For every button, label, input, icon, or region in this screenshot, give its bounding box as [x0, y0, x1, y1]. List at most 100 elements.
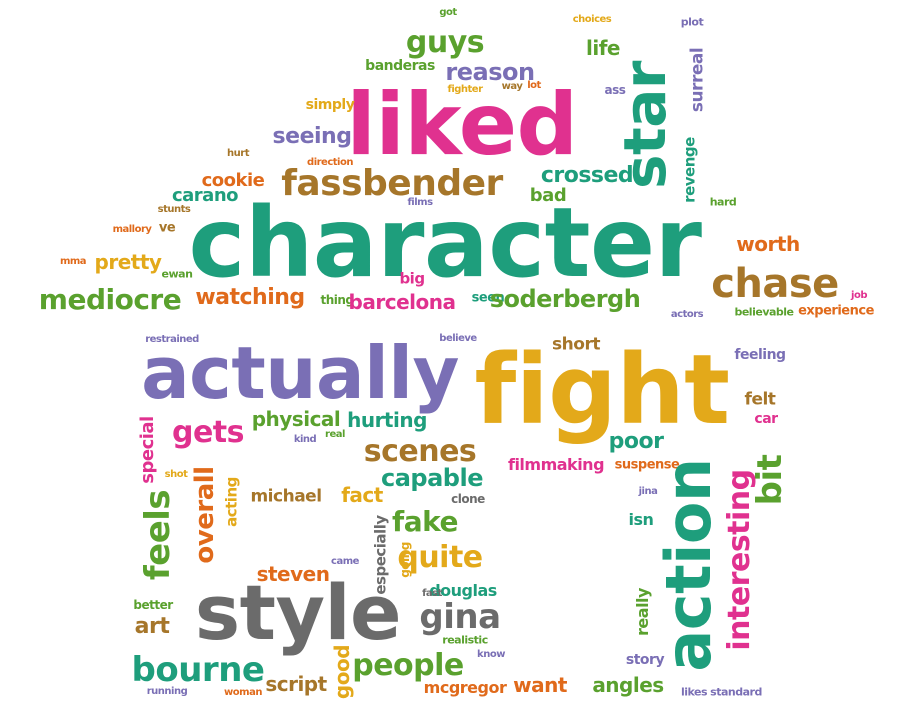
- word-better: better: [133, 598, 173, 612]
- word-stunts: stunts: [157, 204, 191, 215]
- word-surreal: surreal: [687, 47, 708, 113]
- word-quite: quite: [397, 540, 483, 575]
- word-fake: fake: [392, 505, 458, 538]
- word-action: action: [652, 458, 725, 672]
- word-art: art: [134, 614, 170, 639]
- word-guys: guys: [405, 25, 485, 60]
- word-mallory: mallory: [112, 224, 152, 235]
- word-lot: lot: [527, 80, 541, 91]
- word-hard: hard: [709, 195, 737, 209]
- word-cookie: cookie: [201, 170, 265, 191]
- word-gets: gets: [171, 415, 245, 450]
- word-feels: feels: [138, 489, 178, 581]
- word-seen: seen: [471, 290, 505, 306]
- word-crossed: crossed: [540, 163, 634, 188]
- word-mediocre: mediocre: [38, 283, 182, 316]
- word-capable: capable: [381, 464, 483, 492]
- word-fighter: fighter: [447, 84, 483, 95]
- word-carano: carano: [171, 185, 239, 206]
- word-barcelona: barcelona: [348, 290, 456, 314]
- word-physical: physical: [251, 407, 341, 431]
- word-know: know: [477, 649, 505, 660]
- word-special: special: [137, 416, 158, 484]
- word-isn: isn: [628, 510, 654, 529]
- word-steven: steven: [256, 562, 330, 586]
- word-people: people: [352, 648, 464, 683]
- word-films: films: [407, 197, 433, 208]
- word-car: car: [754, 411, 778, 427]
- word-way: way: [501, 81, 523, 92]
- word-plot: plot: [680, 15, 704, 29]
- word-douglas: douglas: [429, 581, 497, 600]
- word-hurt: hurt: [227, 148, 249, 159]
- word-really: really: [633, 588, 652, 636]
- word-suspense: suspense: [614, 457, 680, 473]
- word-woman: woman: [224, 687, 262, 698]
- word-overall: overall: [190, 466, 220, 564]
- word-revenge: revenge: [680, 137, 699, 203]
- word-poor: poor: [608, 429, 664, 454]
- word-life: life: [586, 36, 620, 60]
- word-realistic: realistic: [442, 633, 488, 647]
- word-restrained: restrained: [145, 334, 199, 345]
- word-bit: bit: [750, 454, 790, 506]
- word-kind: kind: [293, 434, 317, 445]
- word-thing: thing: [320, 293, 354, 307]
- word-direction: direction: [307, 157, 353, 168]
- word-short: short: [552, 334, 600, 355]
- word-good: good: [330, 644, 354, 700]
- word-gina: gina: [419, 597, 501, 637]
- word-got: got: [439, 7, 457, 18]
- word-standard: standard: [710, 685, 762, 699]
- word-job: job: [851, 290, 867, 301]
- word-want: want: [513, 673, 567, 697]
- word-acting: acting: [222, 477, 241, 527]
- word-mma: mma: [59, 256, 87, 267]
- word-filmmaking: filmmaking: [507, 455, 605, 474]
- word-bad: bad: [529, 185, 567, 206]
- word-michael: michael: [250, 486, 322, 507]
- word-feeling: feeling: [734, 347, 786, 363]
- word-fact: fact: [341, 483, 383, 507]
- word-style: style: [194, 568, 402, 657]
- word-shot: shot: [164, 469, 188, 480]
- word-actors: actors: [670, 309, 704, 320]
- word-banderas: banderas: [365, 58, 435, 74]
- word-jina: jina: [638, 486, 658, 497]
- word-came: came: [331, 556, 359, 567]
- word-big: big: [399, 269, 425, 288]
- word-script: script: [265, 672, 327, 696]
- word-soderbergh: soderbergh: [489, 285, 641, 313]
- word-fassbender: fassbender: [281, 163, 503, 204]
- word-ass: ass: [604, 83, 626, 97]
- word-real: real: [325, 429, 345, 440]
- word-story: story: [625, 652, 665, 668]
- word-actually: actually: [141, 331, 459, 415]
- word-interesting: interesting: [722, 469, 757, 651]
- word-worth: worth: [736, 232, 800, 256]
- word-experience: experience: [798, 303, 874, 319]
- word-fast: fast: [422, 588, 442, 599]
- word-seeing: seeing: [272, 124, 352, 149]
- word-fight: fight: [474, 334, 730, 446]
- word-believable: believable: [734, 305, 794, 319]
- word-angles: angles: [592, 673, 664, 697]
- word-hurting: hurting: [347, 408, 427, 432]
- word-scenes: scenes: [363, 434, 477, 469]
- word-chase: chase: [711, 261, 839, 307]
- word-choices: choices: [572, 14, 612, 25]
- word-ve: ve: [158, 220, 176, 236]
- word-believe: believe: [439, 333, 477, 344]
- word-likes: likes: [680, 685, 708, 699]
- word-ewan: ewan: [161, 267, 193, 281]
- word-liked: liked: [346, 75, 578, 175]
- word-felt: felt: [744, 389, 776, 410]
- word-character: character: [188, 187, 702, 299]
- word-mcgregor: mcgregor: [423, 678, 507, 697]
- word-reason: reason: [445, 58, 535, 86]
- word-bourne: bourne: [131, 650, 265, 690]
- word-simply: simply: [305, 97, 355, 113]
- word-running: running: [146, 686, 188, 697]
- word-clone: clone: [451, 492, 485, 506]
